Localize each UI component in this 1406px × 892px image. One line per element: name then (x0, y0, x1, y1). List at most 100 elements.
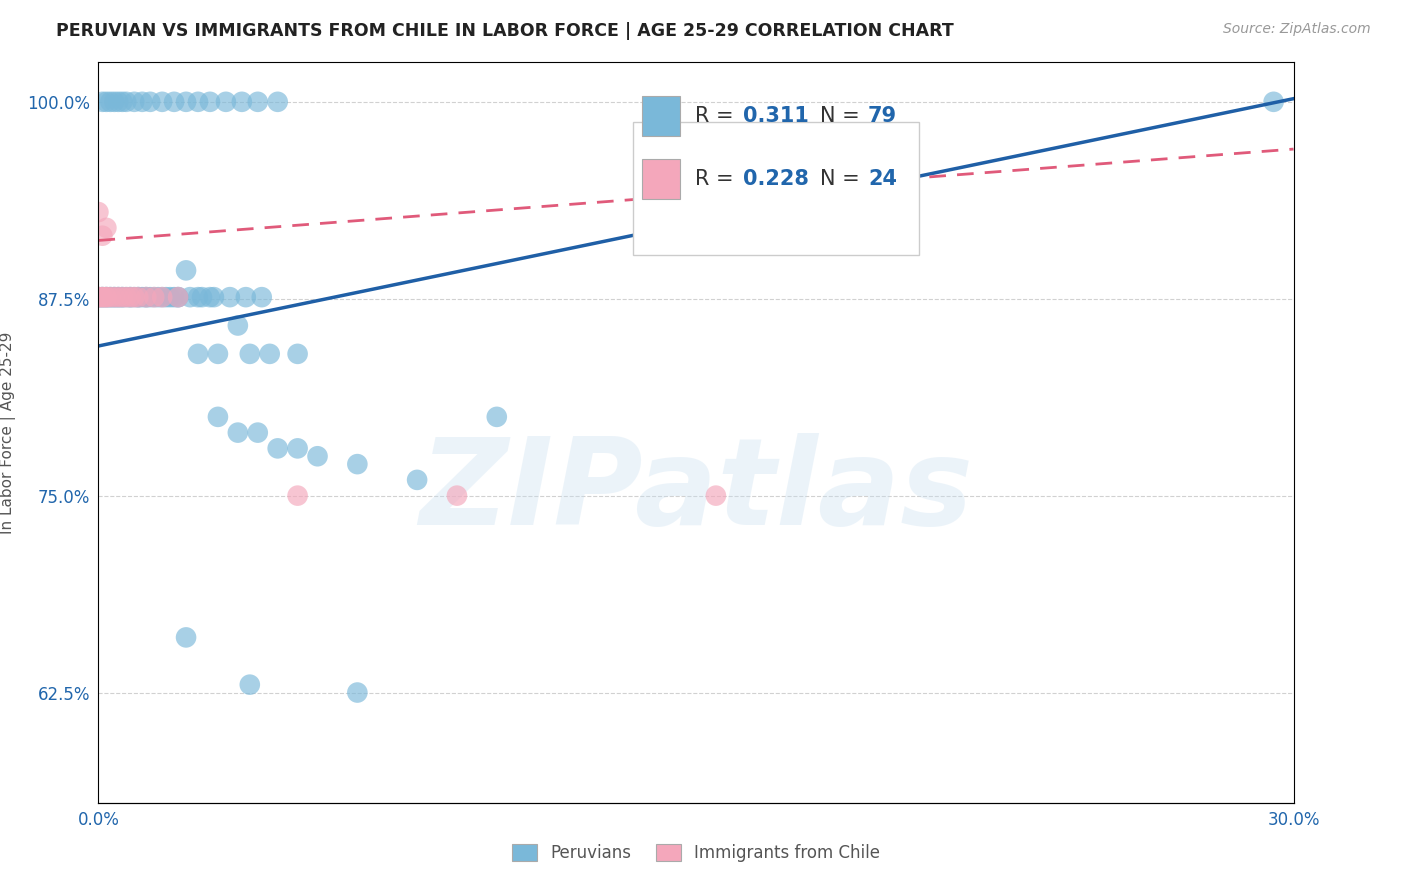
Point (91, 95, 114, 109)
Point (135, 290, 157, 304)
Point (163, 290, 186, 304)
Point (174, 95, 197, 109)
Point (98, 290, 122, 304)
Point (235, 290, 257, 304)
Point (198, 95, 221, 109)
Point (103, 290, 125, 304)
Point (96, 290, 118, 304)
Point (239, 678, 262, 692)
Point (87, 205, 110, 219)
Point (98, 95, 122, 109)
Point (124, 290, 146, 304)
Point (307, 449, 329, 463)
Point (135, 290, 157, 304)
Point (98, 290, 122, 304)
Point (187, 290, 209, 304)
Point (131, 290, 153, 304)
Point (111, 290, 134, 304)
Point (485, 409, 508, 424)
Point (191, 290, 214, 304)
Text: 79: 79 (868, 106, 897, 126)
Y-axis label: In Labor Force | Age 25-29: In Labor Force | Age 25-29 (0, 332, 15, 533)
Point (91, 290, 114, 304)
Point (346, 685, 368, 699)
Point (107, 290, 129, 304)
Point (98, 290, 122, 304)
Point (202, 290, 225, 304)
Point (87, 290, 110, 304)
Point (187, 347, 209, 361)
Point (96, 220, 118, 235)
Point (226, 425, 249, 440)
Point (115, 95, 138, 109)
Point (179, 290, 201, 304)
Point (135, 290, 157, 304)
Point (127, 290, 149, 304)
Point (107, 290, 129, 304)
Point (159, 290, 181, 304)
Point (239, 347, 262, 361)
Point (103, 290, 125, 304)
Point (259, 347, 281, 361)
Point (267, 442, 290, 456)
Point (87, 290, 110, 304)
Point (163, 95, 186, 109)
Point (103, 95, 125, 109)
Point (139, 95, 162, 109)
Point (87, 290, 110, 304)
Point (150, 95, 173, 109)
Point (167, 290, 190, 304)
Point (207, 347, 229, 361)
Point (120, 290, 142, 304)
Point (127, 290, 149, 304)
Point (150, 290, 173, 304)
Text: R =: R = (695, 169, 740, 189)
Point (107, 290, 129, 304)
Point (704, 489, 727, 503)
FancyBboxPatch shape (643, 159, 681, 200)
Point (215, 95, 238, 109)
Point (287, 489, 309, 503)
Point (174, 631, 197, 645)
Point (111, 95, 134, 109)
Point (111, 290, 134, 304)
Point (250, 290, 273, 304)
Point (143, 290, 166, 304)
Point (167, 290, 190, 304)
Point (231, 95, 253, 109)
Point (91, 290, 114, 304)
Point (148, 290, 170, 304)
Point (91, 290, 114, 304)
Point (115, 290, 138, 304)
Point (120, 290, 142, 304)
Point (87, 290, 110, 304)
Point (287, 442, 309, 456)
Text: R =: R = (695, 106, 740, 126)
Point (91, 228, 114, 243)
Point (103, 290, 125, 304)
Point (96, 290, 118, 304)
Point (127, 290, 149, 304)
Point (124, 95, 146, 109)
Point (207, 409, 229, 424)
Text: ZIPatlas: ZIPatlas (419, 434, 973, 550)
Point (131, 95, 153, 109)
Point (406, 473, 429, 487)
Text: 24: 24 (868, 169, 897, 189)
Point (287, 347, 309, 361)
FancyBboxPatch shape (633, 121, 920, 255)
Point (174, 263, 197, 277)
Point (124, 290, 146, 304)
Point (107, 95, 129, 109)
Point (1263, 95, 1285, 109)
Text: 0.311: 0.311 (742, 106, 808, 126)
Point (446, 489, 468, 503)
Text: Source: ZipAtlas.com: Source: ZipAtlas.com (1223, 22, 1371, 37)
Point (187, 95, 209, 109)
Point (226, 318, 249, 333)
Point (96, 95, 118, 109)
Legend: Peruvians, Immigrants from Chile: Peruvians, Immigrants from Chile (505, 837, 887, 869)
Point (198, 290, 221, 304)
FancyBboxPatch shape (643, 95, 681, 136)
Point (267, 95, 290, 109)
